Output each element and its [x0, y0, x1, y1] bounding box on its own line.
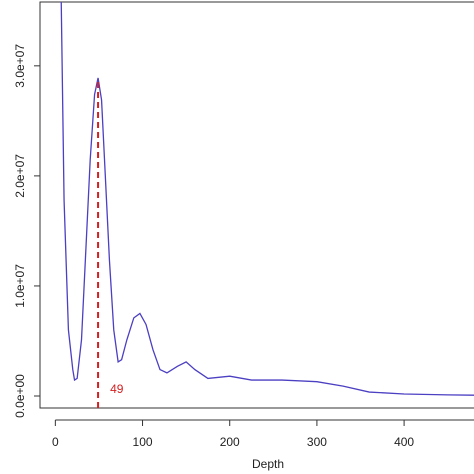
y-tick-label: 1.0e+07: [13, 264, 27, 308]
plot-area: [60, 2, 474, 408]
y-tick-label: 0.0e+00: [13, 374, 27, 418]
x-tick-label: 100: [133, 435, 153, 449]
x-tick-label: 300: [307, 435, 327, 449]
plot-box: [39, 1, 474, 409]
line: [60, 2, 474, 396]
y-tick-label: 2.0e+07: [13, 154, 27, 198]
x-tick-label: 0: [52, 435, 59, 449]
peak-label: 49: [110, 382, 124, 396]
x-tick-label: 200: [220, 435, 240, 449]
x-tick-label: 400: [394, 435, 414, 449]
x-axis-label: Depth: [252, 457, 284, 471]
y-tick-label: 3.0e+07: [13, 44, 27, 88]
